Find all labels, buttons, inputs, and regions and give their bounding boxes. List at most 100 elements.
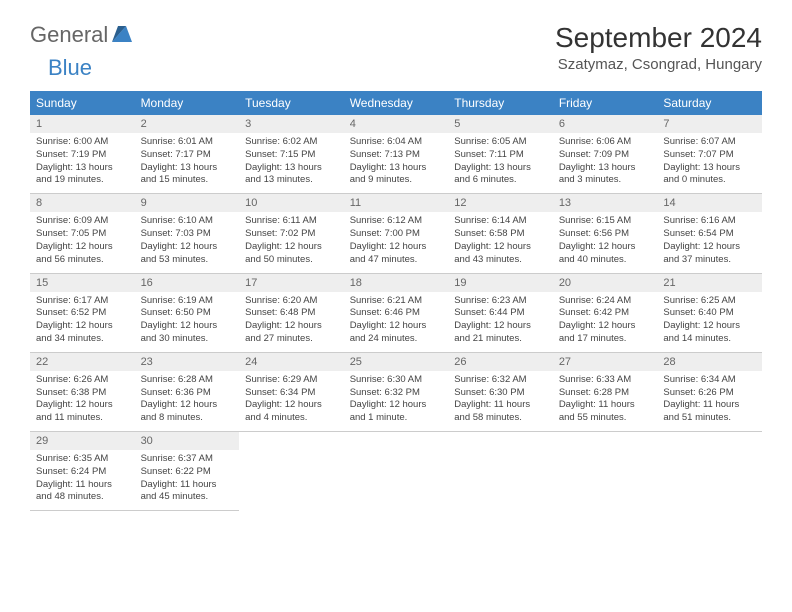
daylight-line: Daylight: 12 hours and 50 minutes. (245, 241, 338, 267)
sunrise-line: Sunrise: 6:25 AM (663, 295, 756, 308)
sunrise-line: Sunrise: 6:15 AM (559, 215, 652, 228)
day-number: 3 (239, 115, 344, 133)
sunrise-line: Sunrise: 6:05 AM (454, 136, 547, 149)
day-number: 25 (344, 353, 449, 371)
sunrise-line: Sunrise: 6:33 AM (559, 374, 652, 387)
day-number: 28 (657, 353, 762, 371)
calendar-day-cell: 29Sunrise: 6:35 AMSunset: 6:24 PMDayligh… (30, 432, 135, 511)
day-number: 18 (344, 274, 449, 292)
sunset-line: Sunset: 6:56 PM (559, 228, 652, 241)
sunrise-line: Sunrise: 6:32 AM (454, 374, 547, 387)
calendar-day-cell: 24Sunrise: 6:29 AMSunset: 6:34 PMDayligh… (239, 352, 344, 431)
daylight-line: Daylight: 12 hours and 40 minutes. (559, 241, 652, 267)
day-number: 23 (135, 353, 240, 371)
day-number: 8 (30, 194, 135, 212)
calendar-day-cell: 2Sunrise: 6:01 AMSunset: 7:17 PMDaylight… (135, 115, 240, 194)
day-number: 7 (657, 115, 762, 133)
sunrise-line: Sunrise: 6:35 AM (36, 453, 129, 466)
sunset-line: Sunset: 6:52 PM (36, 307, 129, 320)
sunrise-line: Sunrise: 6:09 AM (36, 215, 129, 228)
sunset-line: Sunset: 6:30 PM (454, 387, 547, 400)
day-details: Sunrise: 6:10 AMSunset: 7:03 PMDaylight:… (135, 212, 240, 272)
day-details: Sunrise: 6:04 AMSunset: 7:13 PMDaylight:… (344, 133, 449, 193)
day-details: Sunrise: 6:12 AMSunset: 7:00 PMDaylight:… (344, 212, 449, 272)
calendar-day-cell (344, 432, 449, 511)
daylight-line: Daylight: 12 hours and 53 minutes. (141, 241, 234, 267)
day-details: Sunrise: 6:06 AMSunset: 7:09 PMDaylight:… (553, 133, 658, 193)
daylight-line: Daylight: 13 hours and 19 minutes. (36, 162, 129, 188)
calendar-day-cell: 13Sunrise: 6:15 AMSunset: 6:56 PMDayligh… (553, 194, 658, 273)
day-number: 14 (657, 194, 762, 212)
day-details: Sunrise: 6:30 AMSunset: 6:32 PMDaylight:… (344, 371, 449, 431)
day-number: 20 (553, 274, 658, 292)
calendar-page: General September 2024 Szatymaz, Csongra… (0, 0, 792, 533)
daylight-line: Daylight: 11 hours and 58 minutes. (454, 399, 547, 425)
sunrise-line: Sunrise: 6:20 AM (245, 295, 338, 308)
sunset-line: Sunset: 6:50 PM (141, 307, 234, 320)
day-details: Sunrise: 6:17 AMSunset: 6:52 PMDaylight:… (30, 292, 135, 352)
day-details: Sunrise: 6:26 AMSunset: 6:38 PMDaylight:… (30, 371, 135, 431)
sunset-line: Sunset: 6:22 PM (141, 466, 234, 479)
calendar-day-cell: 21Sunrise: 6:25 AMSunset: 6:40 PMDayligh… (657, 273, 762, 352)
daylight-line: Daylight: 11 hours and 48 minutes. (36, 479, 129, 505)
day-number: 21 (657, 274, 762, 292)
calendar-day-cell: 16Sunrise: 6:19 AMSunset: 6:50 PMDayligh… (135, 273, 240, 352)
sunrise-line: Sunrise: 6:26 AM (36, 374, 129, 387)
day-number: 16 (135, 274, 240, 292)
sunrise-line: Sunrise: 6:11 AM (245, 215, 338, 228)
day-details: Sunrise: 6:16 AMSunset: 6:54 PMDaylight:… (657, 212, 762, 272)
day-number: 29 (30, 432, 135, 450)
weekday-header: Thursday (448, 91, 553, 115)
calendar-body: 1Sunrise: 6:00 AMSunset: 7:19 PMDaylight… (30, 115, 762, 511)
weekday-header: Friday (553, 91, 658, 115)
daylight-line: Daylight: 12 hours and 43 minutes. (454, 241, 547, 267)
sunrise-line: Sunrise: 6:28 AM (141, 374, 234, 387)
calendar-day-cell: 5Sunrise: 6:05 AMSunset: 7:11 PMDaylight… (448, 115, 553, 194)
weekday-header: Sunday (30, 91, 135, 115)
weekday-header: Tuesday (239, 91, 344, 115)
daylight-line: Daylight: 12 hours and 56 minutes. (36, 241, 129, 267)
day-details: Sunrise: 6:11 AMSunset: 7:02 PMDaylight:… (239, 212, 344, 272)
calendar-day-cell: 7Sunrise: 6:07 AMSunset: 7:07 PMDaylight… (657, 115, 762, 194)
sunset-line: Sunset: 7:07 PM (663, 149, 756, 162)
calendar-day-cell: 1Sunrise: 6:00 AMSunset: 7:19 PMDaylight… (30, 115, 135, 194)
sunset-line: Sunset: 6:44 PM (454, 307, 547, 320)
logo-text-1: General (30, 22, 108, 48)
calendar-day-cell: 11Sunrise: 6:12 AMSunset: 7:00 PMDayligh… (344, 194, 449, 273)
day-details: Sunrise: 6:34 AMSunset: 6:26 PMDaylight:… (657, 371, 762, 431)
sunrise-line: Sunrise: 6:30 AM (350, 374, 443, 387)
sunrise-line: Sunrise: 6:21 AM (350, 295, 443, 308)
sunrise-line: Sunrise: 6:24 AM (559, 295, 652, 308)
day-details: Sunrise: 6:02 AMSunset: 7:15 PMDaylight:… (239, 133, 344, 193)
sunset-line: Sunset: 6:32 PM (350, 387, 443, 400)
title-block: September 2024 Szatymaz, Csongrad, Hunga… (555, 22, 762, 73)
weekday-header-row: Sunday Monday Tuesday Wednesday Thursday… (30, 91, 762, 115)
day-details: Sunrise: 6:24 AMSunset: 6:42 PMDaylight:… (553, 292, 658, 352)
day-details: Sunrise: 6:20 AMSunset: 6:48 PMDaylight:… (239, 292, 344, 352)
sunset-line: Sunset: 7:15 PM (245, 149, 338, 162)
daylight-line: Daylight: 12 hours and 8 minutes. (141, 399, 234, 425)
calendar-day-cell: 28Sunrise: 6:34 AMSunset: 6:26 PMDayligh… (657, 352, 762, 431)
daylight-line: Daylight: 13 hours and 15 minutes. (141, 162, 234, 188)
sunset-line: Sunset: 6:26 PM (663, 387, 756, 400)
sunrise-line: Sunrise: 6:34 AM (663, 374, 756, 387)
sunrise-line: Sunrise: 6:06 AM (559, 136, 652, 149)
daylight-line: Daylight: 12 hours and 4 minutes. (245, 399, 338, 425)
daylight-line: Daylight: 12 hours and 27 minutes. (245, 320, 338, 346)
calendar-day-cell: 14Sunrise: 6:16 AMSunset: 6:54 PMDayligh… (657, 194, 762, 273)
day-number: 10 (239, 194, 344, 212)
calendar-day-cell: 12Sunrise: 6:14 AMSunset: 6:58 PMDayligh… (448, 194, 553, 273)
sunrise-line: Sunrise: 6:04 AM (350, 136, 443, 149)
calendar-day-cell (448, 432, 553, 511)
sunset-line: Sunset: 6:36 PM (141, 387, 234, 400)
sunrise-line: Sunrise: 6:00 AM (36, 136, 129, 149)
calendar-day-cell: 23 Sunrise: 6:28 AMSunset: 6:36 PMDayligh… (135, 352, 240, 431)
sunset-line: Sunset: 7:11 PM (454, 149, 547, 162)
sunrise-line: Sunrise: 6:29 AM (245, 374, 338, 387)
calendar-week-row: 22Sunrise: 6:26 AMSunset: 6:38 PMDayligh… (30, 352, 762, 431)
day-number: 26 (448, 353, 553, 371)
day-details: Sunrise: 6:14 AMSunset: 6:58 PMDaylight:… (448, 212, 553, 272)
day-details: Sunrise: 6:25 AMSunset: 6:40 PMDaylight:… (657, 292, 762, 352)
location-text: Szatymaz, Csongrad, Hungary (555, 56, 762, 73)
calendar-day-cell: 20Sunrise: 6:24 AMSunset: 6:42 PMDayligh… (553, 273, 658, 352)
